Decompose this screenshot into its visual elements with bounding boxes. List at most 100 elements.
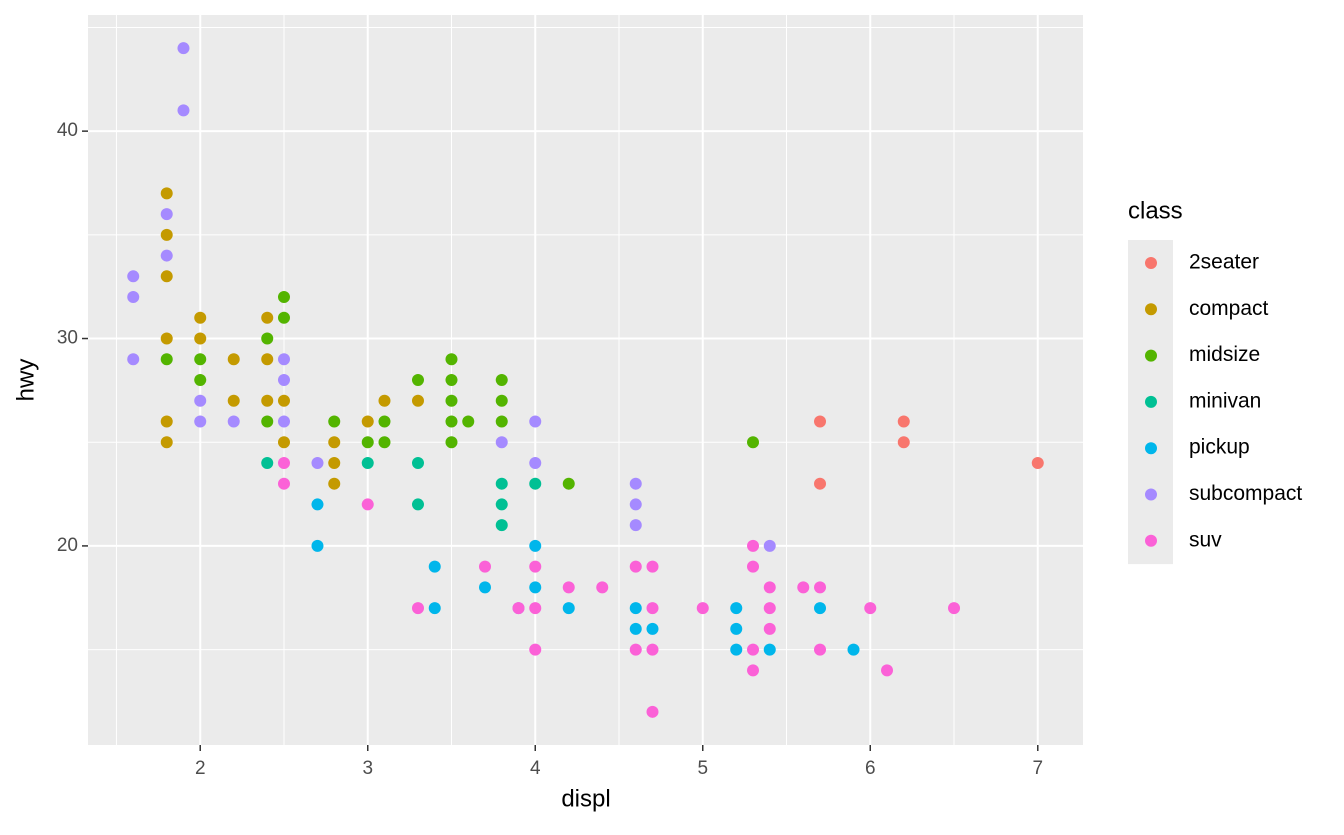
x-tick-label: 7 bbox=[1032, 758, 1043, 779]
point bbox=[194, 353, 207, 366]
point bbox=[127, 291, 140, 304]
point bbox=[763, 539, 776, 552]
point bbox=[378, 436, 391, 449]
point bbox=[495, 498, 508, 511]
y-tick-label: 30 bbox=[57, 328, 78, 349]
point bbox=[277, 415, 290, 428]
point bbox=[277, 374, 290, 386]
point bbox=[445, 353, 458, 366]
legend-key bbox=[1145, 257, 1157, 269]
point bbox=[428, 560, 441, 573]
y-tick-label: 40 bbox=[57, 120, 78, 141]
point bbox=[646, 622, 659, 635]
point bbox=[177, 42, 190, 55]
legend-label: minivan bbox=[1189, 389, 1261, 412]
point bbox=[629, 560, 642, 573]
point bbox=[495, 374, 508, 386]
point bbox=[411, 374, 424, 386]
point bbox=[596, 581, 609, 594]
legend-label: midsize bbox=[1189, 343, 1260, 366]
point bbox=[428, 602, 441, 615]
point bbox=[747, 539, 760, 552]
point bbox=[328, 436, 341, 449]
point bbox=[847, 643, 860, 656]
point bbox=[529, 581, 542, 594]
point bbox=[814, 477, 827, 490]
point bbox=[747, 436, 760, 449]
point bbox=[277, 477, 290, 490]
point bbox=[814, 581, 827, 594]
x-axis-title: displ bbox=[561, 785, 610, 812]
point bbox=[194, 415, 207, 428]
point bbox=[529, 602, 542, 615]
point bbox=[445, 374, 458, 386]
point bbox=[747, 643, 760, 656]
point bbox=[227, 415, 240, 428]
point bbox=[478, 581, 491, 594]
point bbox=[629, 477, 642, 490]
point bbox=[277, 311, 290, 324]
legend-label: suv bbox=[1189, 528, 1222, 551]
point bbox=[160, 436, 173, 449]
point bbox=[814, 415, 827, 428]
legend-key bbox=[1145, 395, 1157, 408]
point bbox=[747, 664, 760, 677]
legend-title: class bbox=[1128, 197, 1183, 224]
point bbox=[445, 436, 458, 449]
point bbox=[646, 643, 659, 656]
point bbox=[562, 581, 575, 594]
point bbox=[763, 643, 776, 656]
point bbox=[261, 415, 274, 428]
point bbox=[512, 602, 525, 615]
point bbox=[411, 394, 424, 407]
point bbox=[177, 104, 190, 117]
point bbox=[629, 643, 642, 656]
point bbox=[160, 332, 173, 345]
point bbox=[328, 415, 341, 428]
point bbox=[160, 208, 173, 221]
point bbox=[646, 602, 659, 615]
point bbox=[328, 477, 341, 490]
point bbox=[194, 374, 207, 386]
point bbox=[261, 311, 274, 324]
point bbox=[411, 456, 424, 469]
point bbox=[881, 664, 894, 677]
point bbox=[629, 519, 642, 532]
point bbox=[378, 415, 391, 428]
point bbox=[495, 394, 508, 407]
point bbox=[445, 415, 458, 428]
point bbox=[478, 560, 491, 573]
point bbox=[227, 394, 240, 407]
point bbox=[897, 415, 910, 428]
point bbox=[160, 353, 173, 366]
point bbox=[747, 560, 760, 573]
point bbox=[814, 602, 827, 615]
point bbox=[529, 643, 542, 656]
point bbox=[646, 705, 659, 718]
point bbox=[194, 394, 207, 407]
point bbox=[897, 436, 910, 449]
point bbox=[160, 228, 173, 241]
x-tick-label: 5 bbox=[697, 758, 708, 779]
point bbox=[445, 394, 458, 407]
point bbox=[411, 498, 424, 511]
point bbox=[529, 456, 542, 469]
legend-label: compact bbox=[1189, 297, 1269, 320]
point bbox=[311, 539, 324, 552]
point bbox=[629, 498, 642, 511]
point bbox=[277, 353, 290, 366]
point bbox=[730, 643, 743, 656]
legend-label: subcompact bbox=[1189, 482, 1302, 505]
legend-key bbox=[1145, 534, 1157, 547]
point bbox=[529, 539, 542, 552]
point bbox=[160, 187, 173, 200]
legend-label: pickup bbox=[1189, 436, 1250, 459]
point bbox=[261, 456, 274, 469]
point bbox=[763, 622, 776, 635]
legend-label: 2seater bbox=[1189, 251, 1259, 274]
point bbox=[529, 560, 542, 573]
point bbox=[646, 560, 659, 573]
x-tick-label: 6 bbox=[865, 758, 876, 779]
